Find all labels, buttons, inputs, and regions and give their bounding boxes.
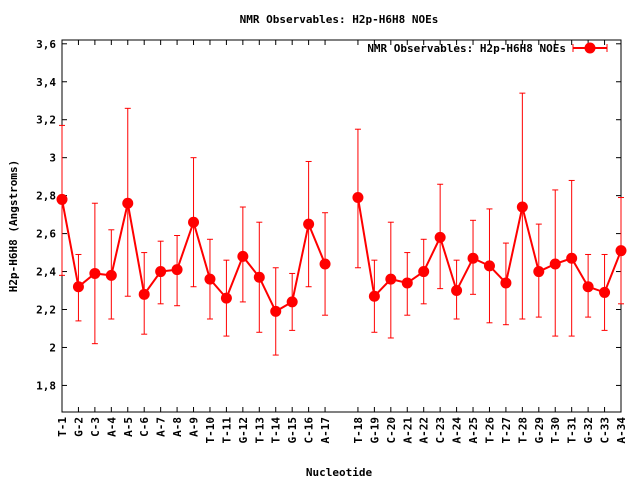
x-tick-label: T-27: [500, 417, 513, 444]
data-point: [451, 285, 463, 297]
y-tick-label: 3: [49, 152, 56, 165]
data-point: [56, 193, 68, 205]
x-tick-label: C-20: [385, 417, 398, 444]
data-point: [549, 258, 561, 270]
x-axis-label: Nucleotide: [306, 466, 373, 479]
data-point: [352, 192, 364, 204]
x-tick-label: T-14: [270, 417, 283, 444]
x-tick-label: G-29: [533, 417, 546, 444]
data-point: [122, 197, 134, 209]
x-tick-label: A-7: [155, 417, 168, 437]
legend-marker: [584, 42, 596, 54]
x-tick-label: T-30: [549, 417, 562, 444]
data-point: [385, 273, 397, 285]
x-tick-label: A-34: [615, 417, 628, 444]
y-axis-label: H2p-H6H8 (Angstroms): [7, 160, 20, 292]
data-point: [138, 288, 150, 300]
y-tick-label: 2,4: [36, 266, 56, 279]
x-tick-label: C-23: [434, 417, 447, 444]
x-tick-label: G-2: [72, 417, 85, 437]
y-tick-label: 2: [49, 341, 56, 354]
y-tick-label: 3,4: [36, 76, 56, 89]
x-tick-label: G-15: [286, 417, 299, 444]
legend-label: NMR Observables: H2p-H6H8 NOEs: [367, 42, 566, 55]
data-point: [237, 250, 249, 262]
plot-frame: [61, 39, 622, 413]
data-point: [401, 277, 413, 289]
data-point: [105, 269, 117, 281]
data-point: [89, 267, 101, 279]
x-tick-label: C-33: [599, 417, 612, 444]
x-tick-label: G-12: [237, 417, 250, 444]
data-point: [253, 271, 265, 283]
x-tick-label: A-24: [451, 417, 464, 444]
x-axis: T-1 G-2 C-3 A-4 A-5 C-6 A-7 A-8 A-9 T-10 T-11 G-12 T…: [56, 40, 628, 444]
y-tick-label: 3,2: [36, 114, 56, 127]
y-tick-label: 2,8: [36, 190, 56, 203]
data-point: [204, 273, 216, 285]
x-tick-label: T-18: [352, 417, 365, 444]
data-point: [615, 245, 627, 257]
y-tick-label: 2,6: [36, 228, 56, 241]
x-tick-label: A-22: [418, 417, 431, 444]
x-tick-label: A-5: [122, 417, 135, 437]
x-tick-label: T-28: [516, 417, 529, 444]
data-point: [500, 277, 512, 289]
data-point: [270, 305, 282, 317]
x-tick-label: A-25: [467, 417, 480, 444]
data-point: [286, 296, 298, 308]
data-point: [188, 216, 200, 228]
data-point: [319, 258, 331, 270]
y-tick-label: 1,8: [36, 379, 56, 392]
data-point: [303, 218, 315, 230]
x-tick-label: T-10: [204, 417, 217, 444]
x-tick-label: C-6: [138, 417, 151, 437]
y-tick-label: 2,2: [36, 304, 56, 317]
x-tick-label: A-17: [319, 417, 332, 444]
data-point: [368, 290, 380, 302]
x-tick-label: A-9: [188, 417, 201, 437]
data-point: [483, 260, 495, 272]
data-point: [155, 266, 167, 278]
x-tick-label: T-31: [566, 417, 579, 444]
data-point: [566, 252, 578, 264]
data-point: [72, 281, 84, 293]
data-point: [171, 264, 183, 276]
data-point: [220, 292, 232, 304]
x-tick-label: G-19: [368, 417, 381, 444]
data-point: [599, 286, 611, 298]
x-tick-label: A-21: [401, 417, 414, 444]
x-tick-label: C-16: [303, 417, 316, 444]
chart-title: NMR Observables: H2p-H6H8 NOEs: [240, 13, 439, 26]
data-point: [467, 252, 479, 264]
series-points: [56, 192, 627, 317]
x-tick-label: T-13: [253, 417, 266, 444]
y-tick-label: 3,6: [36, 38, 56, 51]
data-point: [516, 201, 528, 213]
x-tick-label: G-32: [582, 417, 595, 444]
x-tick-label: A-4: [105, 417, 118, 437]
x-tick-label: T-11: [220, 417, 233, 444]
data-point: [434, 231, 446, 243]
data-point: [418, 266, 430, 278]
data-point: [533, 266, 545, 278]
x-tick-label: A-8: [171, 417, 184, 437]
y-axis: 1,8 2 2,2 2,4 2,6 2,8 3 3,2 3,4 3,6: [36, 38, 621, 392]
data-point: [582, 281, 594, 293]
legend: NMR Observables: H2p-H6H8 NOEs: [367, 42, 608, 55]
x-tick-label: T-26: [483, 417, 496, 444]
error-bars: [59, 92, 624, 356]
x-tick-label: C-3: [89, 417, 102, 437]
x-tick-label: T-1: [56, 417, 69, 437]
